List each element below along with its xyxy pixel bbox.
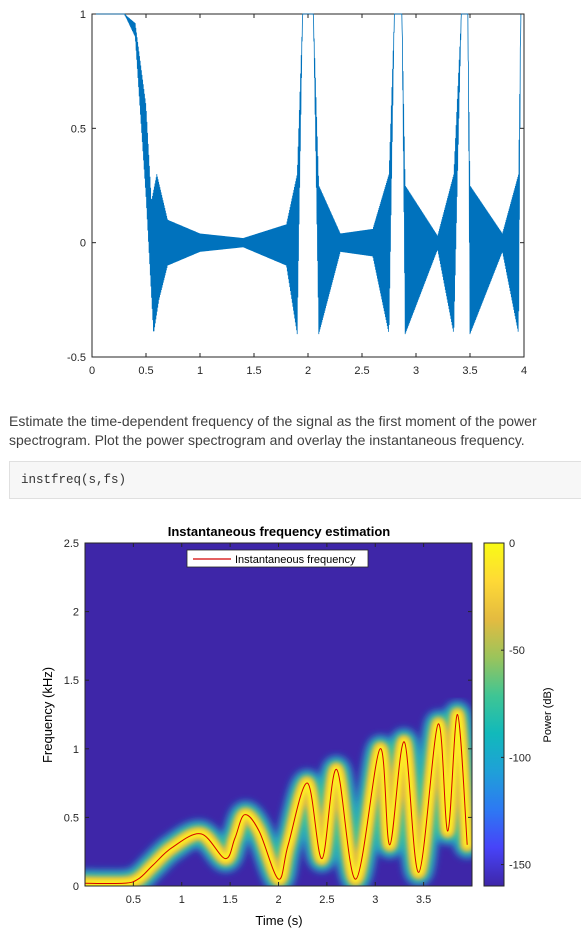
signal-plot: 0 0.5 1 1.5 2 2.5 3 3.5 4-0.500.51 <box>67 9 527 377</box>
x-tick-label: 1.5 <box>246 365 261 377</box>
colorbar-tick-label: 0 <box>509 538 515 550</box>
y-tick-label: 2 <box>73 607 79 619</box>
x-tick-label: 3.5 <box>416 894 431 906</box>
spectrogram-plot: Instantaneous frequency estimation 0.5 1 1… <box>40 524 554 928</box>
y-tick-label: 1 <box>80 9 86 21</box>
y-tick-label: 0 <box>80 238 86 250</box>
description-text: Estimate the time-dependent frequency of… <box>9 412 581 450</box>
x-tick-label: 0.5 <box>126 894 141 906</box>
colorbar-tick-label: -100 <box>509 752 531 764</box>
legend-label: Instantaneous frequency <box>235 554 356 566</box>
y-tick-label: 1.5 <box>64 675 79 687</box>
instantaneous-frequency-line <box>85 713 468 885</box>
y-tick-label: 0.5 <box>71 123 86 135</box>
x-tick-label: 3 <box>372 894 378 906</box>
colorbar-tick-label: -150 <box>509 860 531 872</box>
y-tick-label: 1 <box>73 744 79 756</box>
colorbar-tick-label: -50 <box>509 645 525 657</box>
x-tick-label: 2.5 <box>354 365 369 377</box>
y-tick-label: 0 <box>73 881 79 893</box>
colorbar-label: Power (dB) <box>542 687 554 742</box>
x-tick-label: 3.5 <box>462 365 477 377</box>
x-tick-label: 0.5 <box>138 365 153 377</box>
x-tick-label: 1.5 <box>222 894 237 906</box>
legend-box <box>186 549 369 568</box>
x-tick-label: 3 <box>413 365 419 377</box>
y-tick-label: -0.5 <box>67 352 86 364</box>
colorbar <box>483 542 505 887</box>
y-axis-label: Frequency (kHz) <box>40 667 55 763</box>
spectrogram-title: Instantaneous frequency estimation <box>168 524 391 539</box>
x-tick-label: 1 <box>179 894 185 906</box>
signal-plot-ticks: 0 0.5 1 1.5 2 2.5 3 3.5 4-0.500.51 <box>67 9 527 377</box>
colorbar-ticks: 0 -50 -100 -150 <box>501 538 531 872</box>
x-tick-label: 2 <box>275 894 281 906</box>
x-axis-label: Time (s) <box>255 913 302 928</box>
y-tick-label: 0.5 <box>64 812 79 824</box>
legend[interactable]: Instantaneous frequency <box>186 549 369 568</box>
x-tick-label: 2 <box>305 365 311 377</box>
description-line-2: spectrogram. Plot the power spectrogram … <box>9 432 525 448</box>
y-tick-label: 2.5 <box>64 538 79 550</box>
code-block[interactable]: instfreq(s,fs) <box>9 461 581 499</box>
x-tick-label: 2.5 <box>319 894 334 906</box>
description-line-1: Estimate the time-dependent frequency of… <box>9 413 537 429</box>
code-text: instfreq(s,fs) <box>21 473 127 487</box>
x-tick-label: 1 <box>197 365 203 377</box>
spectrogram-ticks: 0.5 1 1.5 2 2.5 3 3.5 0 0.5 1 1.5 2 2.5 <box>64 538 472 906</box>
x-tick-label: 4 <box>521 365 527 377</box>
x-tick-label: 0 <box>89 365 95 377</box>
